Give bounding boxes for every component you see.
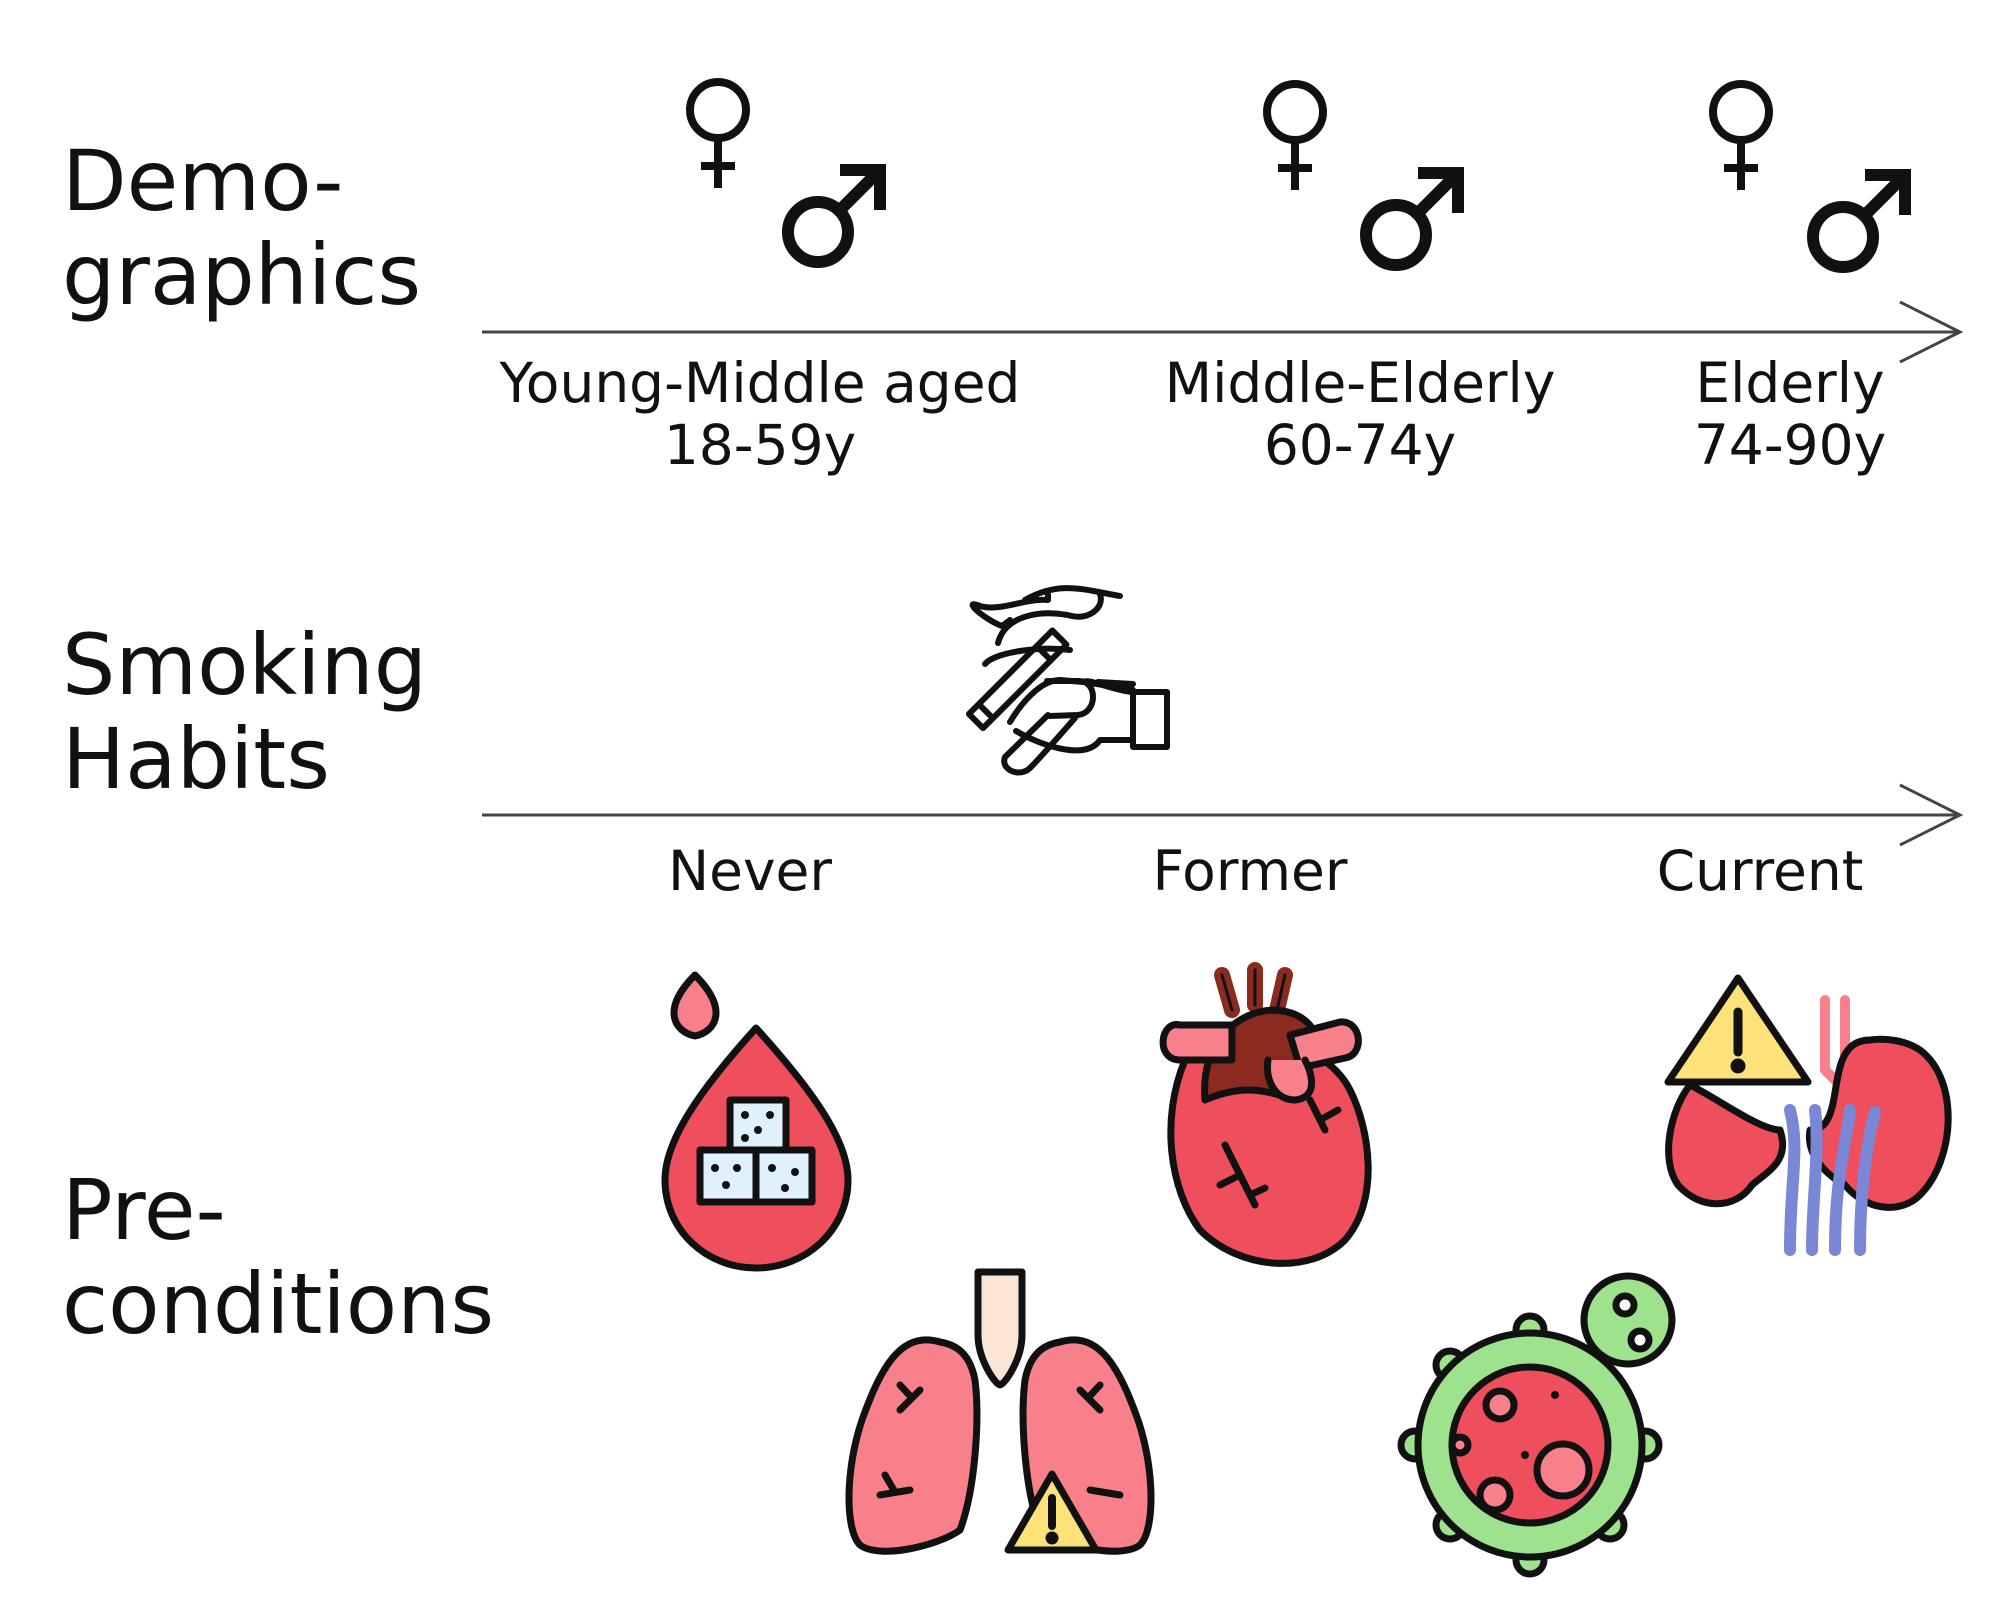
hand-with-cigarette-icon <box>965 585 1170 776</box>
smoking-category-former: Former <box>1152 839 1348 903</box>
age-group-name: Elderly <box>1695 351 1885 415</box>
virus-cell-icon <box>1397 1272 1676 1578</box>
smoking-title: Smoking Habits <box>62 618 427 806</box>
age-group-range: 18-59y <box>663 413 857 477</box>
male-symbol-icon <box>788 170 880 262</box>
demographics-title-line2: graphics <box>62 226 422 324</box>
demographics-title-line1: Demo- <box>62 132 344 230</box>
preconditions-title: Pre- conditions <box>62 1163 494 1351</box>
preconditions-title-line2: conditions <box>62 1255 495 1353</box>
female-symbol-icon <box>1267 84 1323 190</box>
age-group-name: Young-Middle aged <box>499 351 1021 415</box>
preconditions-title-line1: Pre- <box>62 1161 226 1259</box>
heart-icon <box>1159 962 1372 1267</box>
age-group-elderly: Elderly 74-90y <box>1680 352 1900 476</box>
smoking-title-line1: Smoking <box>62 616 428 714</box>
smoking-axis <box>482 783 1964 847</box>
male-symbol-icon <box>1813 175 1905 267</box>
smoking-title-line2: Habits <box>62 710 330 808</box>
kidneys-warning-icon <box>1664 974 1952 1256</box>
age-group-middle-elderly: Middle-Elderly 60-74y <box>1150 352 1570 476</box>
demographics-title: Demo- graphics <box>62 134 421 322</box>
demographics-axis <box>482 300 1964 364</box>
age-group-young-middle: Young-Middle aged 18-59y <box>480 352 1040 476</box>
female-symbol-icon <box>1713 84 1769 190</box>
blood-drop-sugar-cubes-icon <box>661 971 852 1272</box>
female-symbol-icon <box>690 82 746 188</box>
age-group-range: 60-74y <box>1263 413 1457 477</box>
lungs-warning-icon <box>845 1268 1155 1555</box>
age-group-range: 74-90y <box>1693 413 1887 477</box>
male-symbol-icon <box>1366 173 1458 265</box>
smoking-category-never: Never <box>668 839 832 903</box>
age-group-name: Middle-Elderly <box>1164 351 1556 415</box>
smoking-category-current: Current <box>1656 839 1864 903</box>
